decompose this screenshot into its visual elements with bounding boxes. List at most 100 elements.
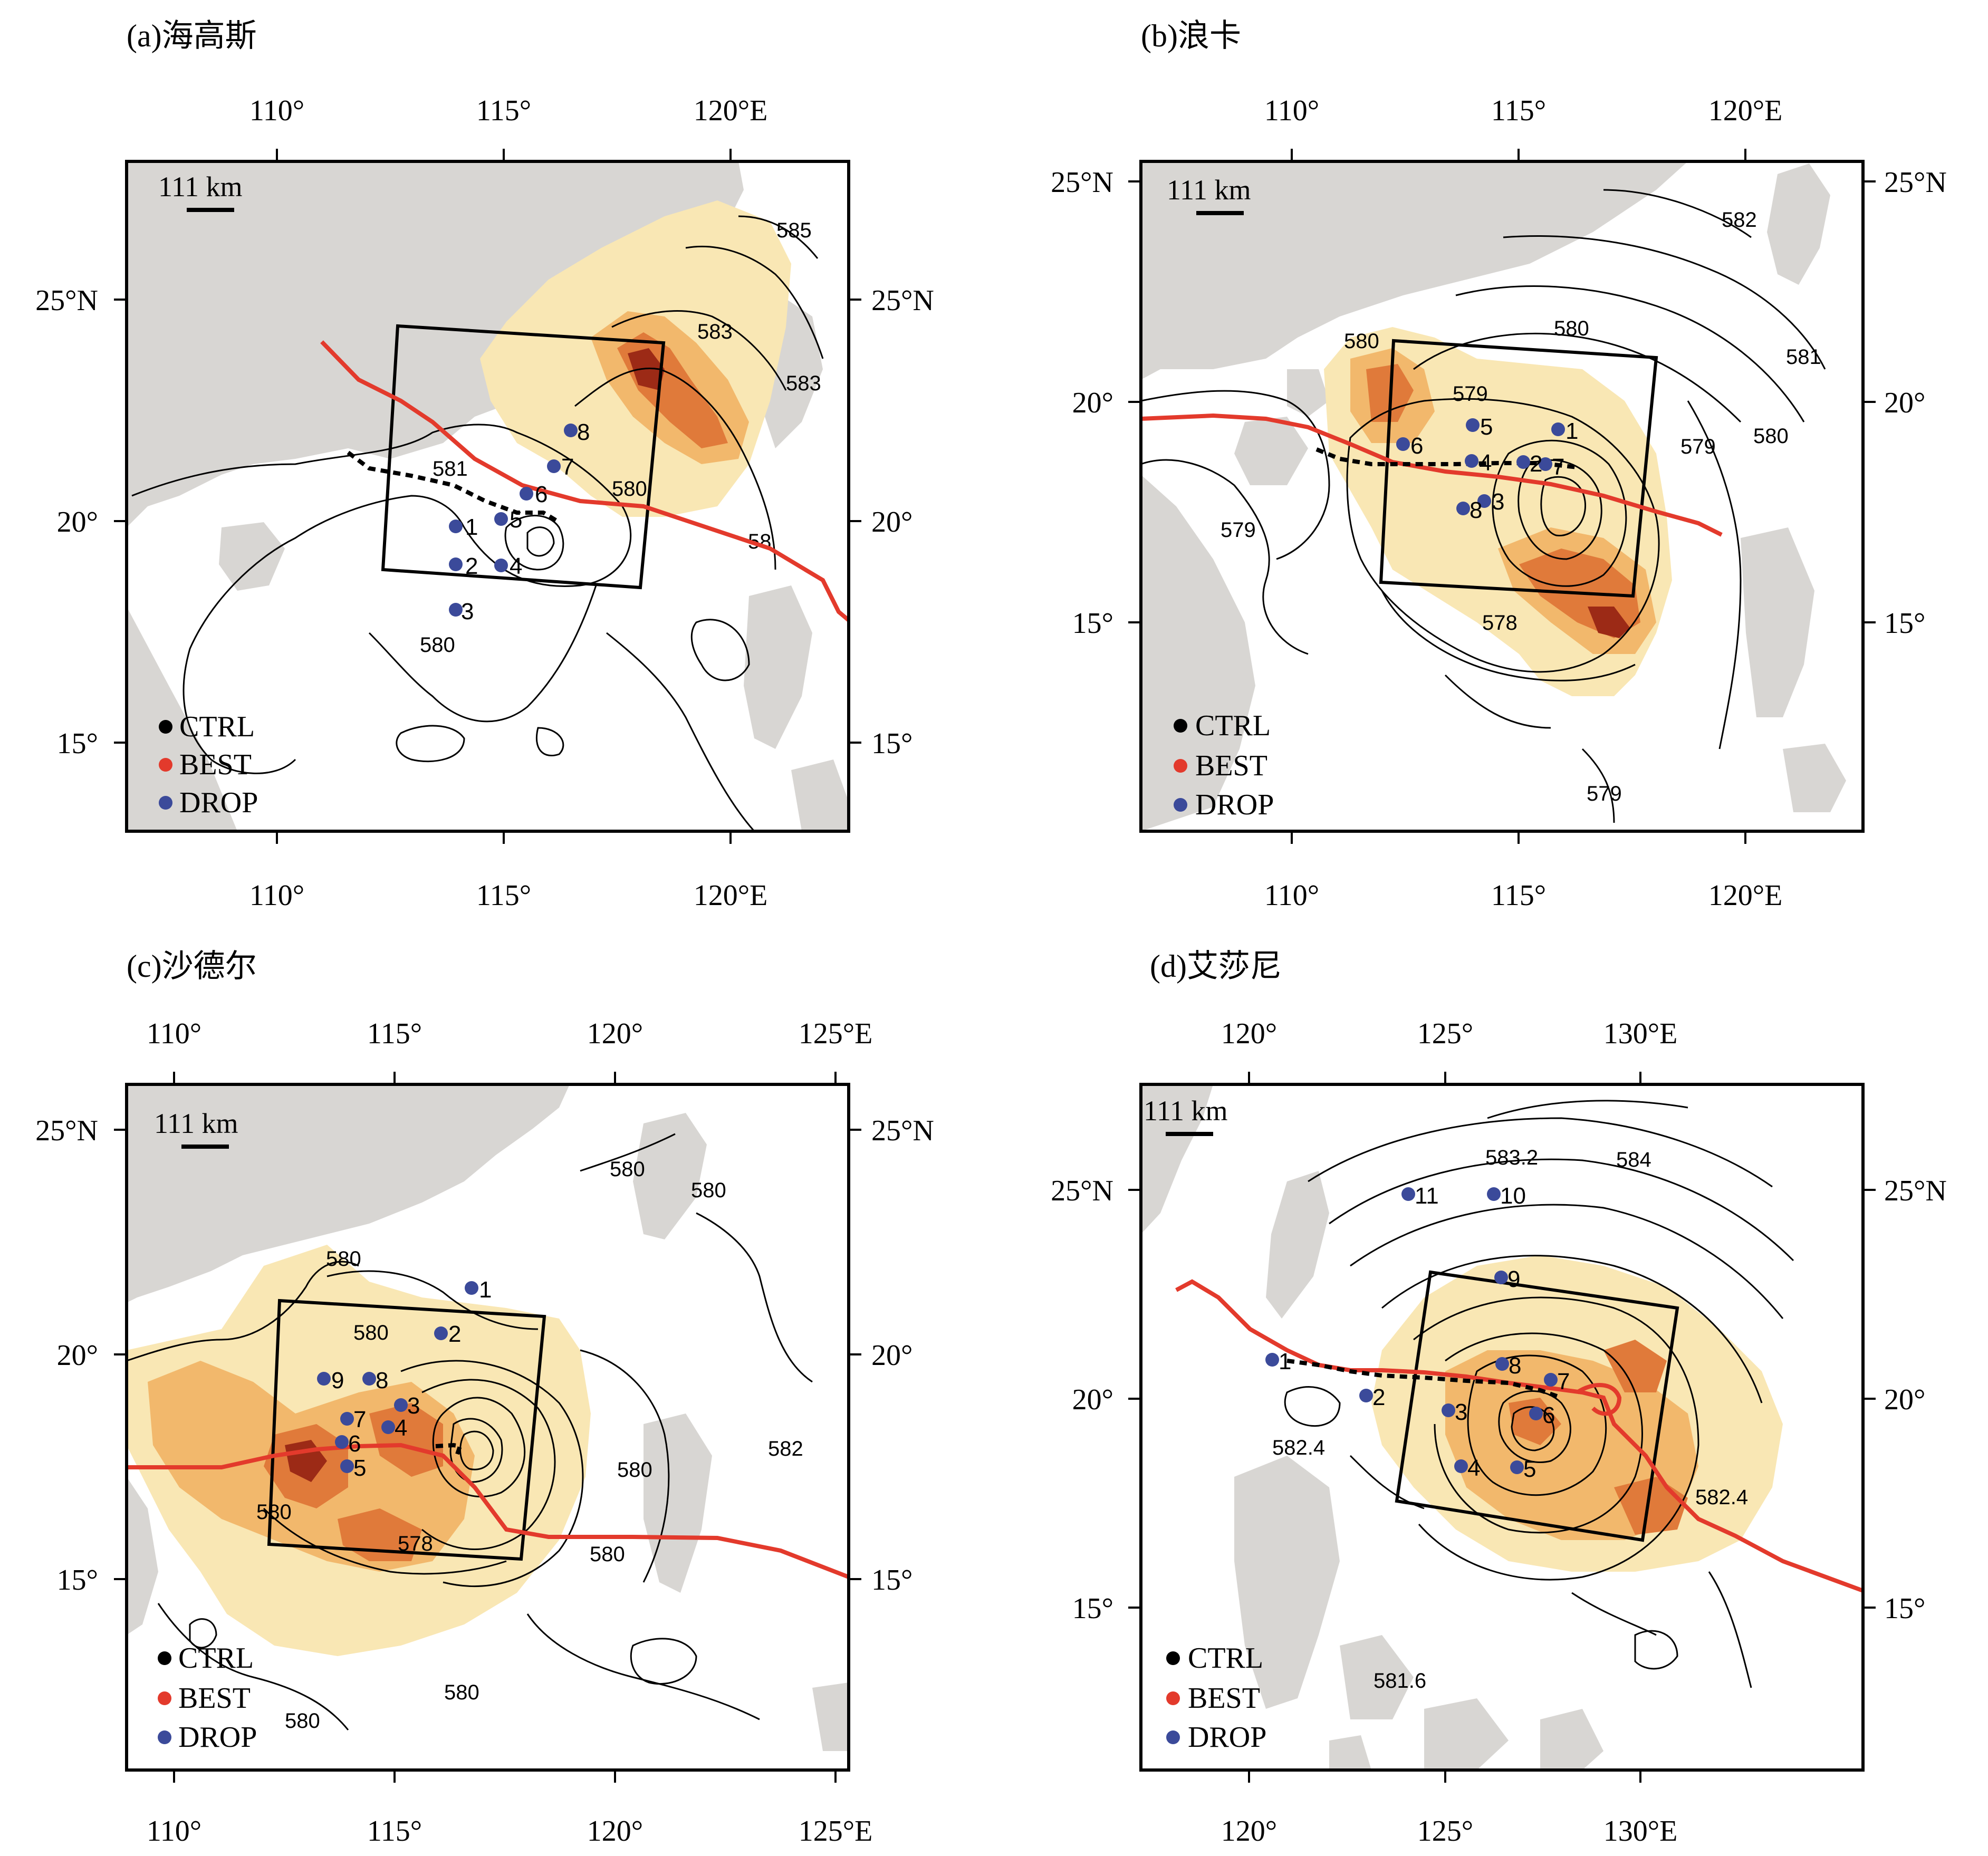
lon-tick-bottom: 110° xyxy=(249,879,304,912)
land-leizhou xyxy=(127,607,237,831)
lat-tick-left: 15° xyxy=(57,727,98,760)
legend-ctrl: CTRL xyxy=(1195,709,1271,742)
land-islands xyxy=(1783,744,1846,812)
drop-marker xyxy=(1456,502,1470,515)
contour-label: 583 xyxy=(697,320,733,343)
axis-labels: 110° 115° 120° 125°E 110° 115° 120° 125°… xyxy=(35,1017,934,1848)
lon-tick-bottom: 120° xyxy=(1221,1815,1277,1848)
drop-label: 9 xyxy=(1507,1266,1520,1292)
panel-a-title: (a)海高斯 xyxy=(127,18,257,53)
best-track xyxy=(1141,413,1723,537)
lat-tick-left: 15° xyxy=(1072,607,1113,640)
contour-label: 580 xyxy=(444,1681,479,1704)
land-leizhou xyxy=(127,1477,158,1635)
best-track xyxy=(320,340,849,622)
drop-marker xyxy=(520,487,533,501)
map-frame xyxy=(125,160,850,833)
drop-marker-icon xyxy=(1166,1730,1180,1744)
map-frame xyxy=(125,1083,850,1772)
contours xyxy=(1284,1100,1794,1688)
precip-shading xyxy=(1371,1255,1783,1572)
lat-tick-left: 15° xyxy=(57,1564,98,1597)
contour-label: 583 xyxy=(786,372,821,395)
legend-best: BEST xyxy=(179,748,252,781)
best-track xyxy=(1175,1279,1863,1593)
drop-label: 1 xyxy=(465,514,478,540)
contour-label: 585 xyxy=(776,219,812,242)
drop-marker xyxy=(1510,1460,1524,1474)
drop-marker xyxy=(1401,1187,1415,1201)
land-islands-4 xyxy=(1329,1735,1371,1770)
ctrl-marker-icon xyxy=(1166,1651,1180,1665)
lat-tick-right: 25°N xyxy=(1884,166,1947,199)
drop-marker xyxy=(1265,1353,1279,1367)
legend-best: BEST xyxy=(178,1682,251,1715)
precip-shading xyxy=(1324,327,1672,696)
drop-marker xyxy=(1442,1403,1455,1417)
contour-label: 580 xyxy=(353,1321,389,1344)
target-box xyxy=(1379,339,1658,598)
scale-bar: 111 km xyxy=(1167,174,1251,215)
panel-b-title: (b)浪卡 xyxy=(1141,18,1241,53)
land-hainan xyxy=(219,522,285,591)
lon-tick-bottom: 125°E xyxy=(799,1815,873,1848)
contour-label: 580 xyxy=(691,1179,726,1202)
lat-tick-left: 15° xyxy=(1072,1592,1113,1625)
drop-label: 2 xyxy=(448,1321,461,1347)
legend-ctrl: CTRL xyxy=(1188,1642,1263,1675)
drop-label: 4 xyxy=(510,553,522,579)
land-luzon xyxy=(1234,1456,1340,1709)
lat-tick-left: 25°N xyxy=(35,284,98,317)
lon-tick-top: 120° xyxy=(1221,1017,1277,1050)
drop-marker xyxy=(449,603,463,617)
drop-label: 8 xyxy=(577,419,590,445)
land-mainland xyxy=(127,161,744,527)
legend-drop: DROP xyxy=(1188,1721,1266,1754)
lon-tick-top: 115° xyxy=(476,94,531,127)
drop-points: 1 2 3 4 5 6 7 8 9 xyxy=(317,1277,492,1481)
drop-marker xyxy=(494,512,508,526)
scale-bar: 111 km xyxy=(158,171,243,212)
drop-points: 1 2 3 4 5 6 7 8 xyxy=(449,419,590,624)
drop-label: 1 xyxy=(1279,1349,1291,1374)
drop-marker xyxy=(494,559,508,572)
drop-label: 6 xyxy=(535,482,548,507)
drop-marker xyxy=(1539,457,1552,471)
panel-b: (b)浪卡 xyxy=(1051,18,1947,912)
contour-label: 580 xyxy=(420,633,455,657)
drop-label: 7 xyxy=(1557,1369,1570,1395)
drop-marker-icon xyxy=(159,796,172,810)
best-track xyxy=(127,1443,849,1579)
lon-tick-top: 110° xyxy=(147,1017,201,1050)
land-islands-1 xyxy=(1340,1635,1414,1719)
contour-label: 582.4 xyxy=(1695,1486,1748,1509)
axis-ticks xyxy=(114,149,861,844)
drop-label: 4 xyxy=(395,1415,407,1441)
lon-tick-bottom: 120°E xyxy=(1708,879,1783,912)
contour-label: 580 xyxy=(285,1709,320,1733)
land-luzon xyxy=(644,1413,712,1593)
lat-tick-right: 25°N xyxy=(1884,1175,1947,1207)
drop-label: 4 xyxy=(1479,450,1492,476)
ctrl-marker-icon xyxy=(159,720,172,734)
best-marker-icon xyxy=(158,1691,171,1705)
land-mainland xyxy=(127,1084,570,1303)
panel-a: (a)海高斯 xyxy=(35,18,934,912)
legend: CTRL BEST DROP xyxy=(1174,709,1274,821)
contour-label: 580 xyxy=(612,477,647,501)
lon-tick-top: 110° xyxy=(249,94,304,127)
drop-label: 3 xyxy=(407,1393,420,1419)
drop-label: 10 xyxy=(1500,1183,1526,1209)
contour-label: 580 xyxy=(326,1247,361,1271)
drop-marker xyxy=(335,1435,349,1449)
contour-label: 579 xyxy=(1453,382,1488,406)
lat-tick-right: 20° xyxy=(871,1339,913,1372)
contour-label: 580 xyxy=(617,1458,652,1482)
drop-marker-icon xyxy=(158,1730,171,1744)
drop-points: 1 2 3 4 5 6 7 8 xyxy=(1396,414,1578,523)
lon-tick-bottom: 110° xyxy=(147,1815,201,1848)
lon-tick-bottom: 120°E xyxy=(694,879,768,912)
drop-marker xyxy=(1551,422,1565,436)
lat-tick-right: 15° xyxy=(1884,1592,1925,1625)
lat-tick-left: 25°N xyxy=(1051,1175,1113,1207)
